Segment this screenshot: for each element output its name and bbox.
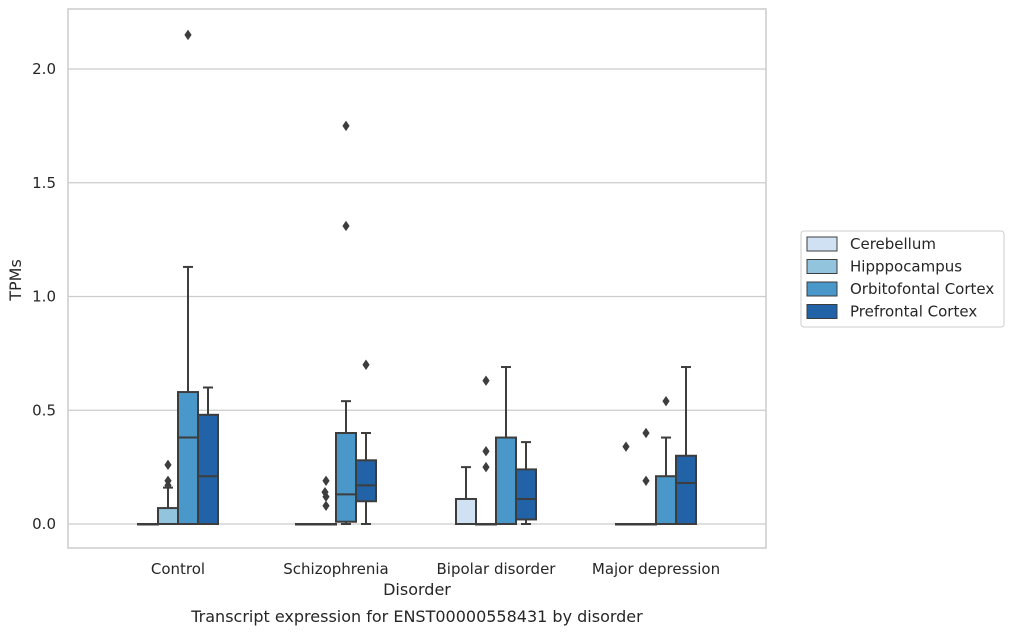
- outlier-marker: [321, 486, 329, 498]
- legend-label: Prefrontal Cortex: [850, 303, 977, 321]
- box-0-1: [295, 523, 317, 526]
- box-2-2: [495, 366, 517, 525]
- outlier-marker: [184, 29, 192, 41]
- outlier-marker: [322, 475, 330, 486]
- plot-frame: [67, 8, 767, 549]
- legend-label: Hipppocampus: [850, 258, 962, 276]
- legend-item: Hipppocampus: [806, 258, 962, 276]
- y-tick-label: 1.5: [32, 174, 56, 192]
- legend-label: Cerebellum: [850, 235, 936, 253]
- outlier-marker: [342, 220, 350, 232]
- x-axis-ticks: Control Schizophrenia Bipolar disorder Majo…: [151, 560, 720, 578]
- outlier-marker: [482, 375, 490, 386]
- y-tick-label: 2.0: [32, 60, 56, 78]
- box-rect: [197, 413, 219, 525]
- box-rect: [495, 436, 517, 525]
- legend-frame: [800, 230, 1005, 328]
- y-axis-ticks: 0.0 0.5 1.0 1.5 2.0: [32, 60, 56, 533]
- x-tick-label: Bipolar disorder: [437, 560, 557, 578]
- outlier-marker: [642, 427, 650, 439]
- box-2-1: [335, 120, 357, 525]
- legend-swatch: [806, 259, 838, 274]
- box-0-3: [615, 441, 637, 526]
- outlier-marker: [662, 395, 670, 407]
- box-3-3: [675, 366, 697, 525]
- box-rect: [335, 432, 357, 523]
- x-axis-label: Disorder: [383, 580, 451, 599]
- box-1-1: [315, 475, 337, 526]
- box-3-2: [515, 441, 537, 525]
- legend-item: Orbitofontal Cortex: [806, 280, 994, 298]
- y-tick-label: 0.5: [32, 401, 56, 419]
- box-3-0: [197, 386, 219, 525]
- y-axis-label: TPMs: [6, 259, 25, 302]
- outlier-marker: [642, 475, 650, 486]
- box-3-1: [355, 359, 377, 525]
- legend: Cerebellum Hipppocampus Orbitofontal Corte…: [800, 230, 1005, 328]
- box-rect: [655, 475, 677, 526]
- box-rect: [455, 497, 477, 526]
- outlier-marker: [322, 500, 330, 511]
- x-tick-label: Control: [151, 560, 205, 578]
- legend-swatch: [806, 304, 838, 319]
- legend-item: Cerebellum: [806, 235, 936, 253]
- gridlines: [68, 68, 766, 525]
- chart-caption: Transcript expression for ENST0000055843…: [190, 607, 643, 626]
- box-0-2: [455, 466, 477, 526]
- box-2-0: [177, 29, 199, 525]
- x-tick-label: Schizophrenia: [283, 560, 388, 578]
- legend-swatch: [806, 281, 838, 297]
- outlier-marker: [622, 441, 630, 452]
- box-rect: [177, 391, 199, 525]
- outlier-marker: [164, 459, 172, 471]
- legend-swatch: [806, 236, 838, 252]
- outlier-marker: [342, 120, 350, 132]
- box-2-3: [655, 395, 677, 526]
- legend-item: Prefrontal Cortex: [806, 303, 977, 321]
- box-0-0: [137, 523, 159, 526]
- box-rect: [675, 454, 697, 525]
- y-tick-label: 0.0: [32, 515, 56, 533]
- plot-boxes: [137, 29, 697, 526]
- box-rect: [355, 459, 377, 503]
- outlier-marker: [164, 475, 172, 486]
- box-1-3: [635, 427, 657, 526]
- box-rect: [157, 507, 179, 526]
- x-tick-label: Major depression: [592, 560, 720, 578]
- box-1-2: [475, 375, 497, 526]
- outlier-marker: [482, 446, 490, 457]
- y-tick-label: 1.0: [32, 288, 56, 306]
- outlier-marker: [362, 359, 370, 370]
- box-1-0: [157, 459, 179, 526]
- outlier-marker: [482, 461, 490, 473]
- legend-label: Orbitofontal Cortex: [850, 280, 994, 298]
- box-rect: [515, 468, 537, 521]
